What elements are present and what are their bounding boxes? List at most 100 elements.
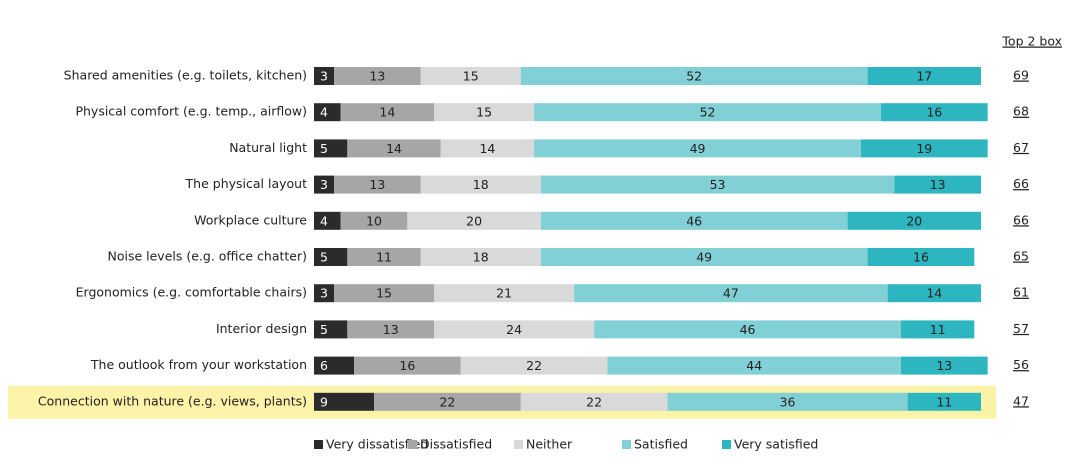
value-label: 18	[473, 250, 489, 265]
bar-segment	[894, 175, 981, 194]
value-label: 5	[320, 322, 328, 337]
value-label: 49	[690, 141, 706, 156]
bar-segment	[420, 175, 541, 194]
value-label: 22	[439, 394, 455, 409]
top2-value: 65	[1013, 249, 1029, 264]
value-label: 36	[780, 394, 796, 409]
value-label: 15	[476, 105, 492, 120]
category-label: Workplace culture	[194, 212, 307, 227]
legend-swatch	[622, 440, 631, 449]
value-label: 16	[399, 358, 415, 373]
category-label: Shared amenities (e.g. toilets, kitchen)	[64, 68, 307, 83]
legend-swatch	[314, 440, 323, 449]
bar-segment	[594, 320, 901, 339]
value-label: 5	[320, 141, 328, 156]
category-label: The outlook from your workstation	[90, 357, 307, 372]
bar-segment	[334, 284, 435, 303]
value-label: 13	[930, 177, 946, 192]
value-label: 13	[383, 322, 399, 337]
category-label: Ergonomics (e.g. comfortable chairs)	[76, 285, 307, 300]
bar-segment	[520, 392, 668, 411]
value-label: 9	[320, 394, 328, 409]
top2-value: 68	[1013, 104, 1029, 119]
bar-segment	[900, 320, 975, 339]
bar-segment	[860, 139, 988, 158]
top2-value: 47	[1013, 393, 1029, 408]
value-label: 24	[506, 322, 522, 337]
bar-segment	[420, 67, 521, 85]
bar-segment	[314, 320, 348, 339]
bar-segment	[334, 175, 421, 194]
bar-segment	[880, 103, 988, 122]
legend-label: Dissatisfied	[420, 437, 492, 452]
bar-segment	[354, 356, 461, 375]
value-label: 16	[926, 105, 942, 120]
category-label: Physical comfort (e.g. temp., airflow)	[75, 104, 307, 119]
bar-segment	[314, 356, 355, 375]
bar-segment	[440, 139, 535, 158]
value-label: 11	[930, 322, 946, 337]
value-label: 5	[320, 250, 328, 265]
bar-segment	[867, 248, 975, 266]
bar-segment	[607, 356, 901, 375]
bar-segment	[334, 67, 421, 85]
value-label: 4	[320, 213, 328, 228]
bar-segment	[314, 175, 335, 194]
bar-segment	[847, 211, 981, 230]
bar-segment	[534, 103, 881, 122]
value-label: 3	[320, 286, 328, 301]
category-label: Connection with nature (e.g. views, plan…	[38, 393, 307, 408]
top2-value: 66	[1013, 212, 1029, 227]
bar-segment	[420, 248, 541, 266]
value-label: 44	[746, 358, 762, 373]
top2-value: 61	[1013, 285, 1029, 300]
bar-segment	[520, 67, 868, 85]
value-label: 16	[913, 250, 929, 265]
bar-segment	[534, 139, 861, 158]
value-label: 14	[386, 141, 402, 156]
bar-segment	[574, 284, 888, 303]
value-label: 14	[379, 105, 395, 120]
value-label: 53	[710, 177, 726, 192]
bar-segment	[340, 211, 408, 230]
value-label: 11	[936, 394, 952, 409]
value-label: 15	[463, 69, 479, 84]
bar-segment	[900, 356, 988, 375]
bar-segment	[434, 284, 575, 303]
value-label: 20	[906, 213, 922, 228]
bar-segment	[907, 392, 981, 411]
value-label: 46	[740, 322, 756, 337]
value-label: 18	[473, 177, 489, 192]
value-label: 13	[936, 358, 952, 373]
bar-segment	[347, 139, 441, 158]
legend-label: Very dissatisfied	[326, 437, 428, 452]
category-label: Noise levels (e.g. office chatter)	[107, 249, 307, 264]
value-label: 6	[320, 358, 328, 373]
value-label: 49	[696, 250, 712, 265]
bar-segment	[314, 248, 348, 266]
legend-swatch	[408, 440, 417, 449]
value-label: 46	[686, 213, 702, 228]
category-label: Interior design	[216, 321, 307, 336]
value-label: 3	[320, 69, 328, 84]
legend-label: Neither	[526, 437, 573, 452]
bar-segment	[407, 211, 541, 230]
value-label: 52	[700, 105, 716, 120]
value-label: 22	[526, 358, 542, 373]
value-label: 10	[366, 213, 382, 228]
value-label: 11	[376, 250, 392, 265]
top2-value: 69	[1013, 68, 1029, 83]
value-label: 14	[926, 286, 942, 301]
legend-swatch	[722, 440, 731, 449]
top2-value: 57	[1013, 321, 1029, 336]
bar-segment	[347, 320, 435, 339]
bar-segment	[887, 284, 981, 303]
bar-segment	[460, 356, 608, 375]
bar-segment	[314, 67, 335, 85]
bar-segment	[867, 67, 981, 85]
top2-value: 66	[1013, 176, 1029, 191]
value-label: 21	[496, 286, 512, 301]
value-label: 22	[586, 394, 602, 409]
bar-segment	[374, 392, 521, 411]
